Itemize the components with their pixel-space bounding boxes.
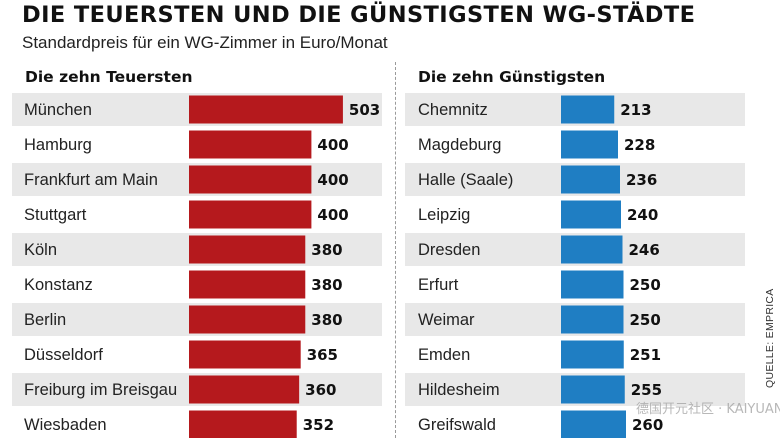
chart-title: DIE TEUERSTEN UND DIE GÜNSTIGSTEN WG-STÄ… — [22, 2, 696, 28]
right-bar — [561, 200, 621, 229]
right-panel-title: Die zehn Günstigsten — [418, 68, 605, 86]
right-bar — [561, 375, 625, 404]
right-category-label: Magdeburg — [418, 136, 501, 154]
right-bar — [561, 410, 626, 438]
left-value-label: 380 — [311, 241, 342, 259]
left-bar — [189, 235, 306, 264]
left-value-label: 400 — [317, 136, 348, 154]
left-category-label: Hamburg — [24, 136, 92, 154]
right-value-label: 228 — [624, 136, 655, 154]
left-category-label: Wiesbaden — [24, 416, 107, 434]
right-value-label: 250 — [630, 276, 661, 294]
left-category-label: Köln — [24, 241, 57, 259]
right-category-label: Weimar — [418, 311, 475, 329]
right-category-label: Dresden — [418, 241, 480, 259]
left-category-label: Freiburg im Breisgau — [24, 381, 177, 399]
right-bar — [561, 165, 620, 194]
left-bar — [189, 165, 312, 194]
chart-subtitle: Standardpreis für ein WG-Zimmer in Euro/… — [22, 33, 388, 52]
right-category-label: Leipzig — [418, 206, 470, 224]
right-category-label: Chemnitz — [418, 101, 488, 119]
left-bar — [189, 340, 301, 369]
right-category-label: Halle (Saale) — [418, 171, 513, 189]
right-category-label: Erfurt — [418, 276, 459, 294]
left-bar — [189, 305, 306, 334]
left-value-label: 352 — [303, 416, 334, 434]
right-value-label: 240 — [627, 206, 658, 224]
left-value-label: 400 — [317, 206, 348, 224]
right-value-label: 260 — [632, 416, 663, 434]
left-bar — [189, 200, 312, 229]
right-value-label: 246 — [629, 241, 660, 259]
right-value-label: 250 — [630, 311, 661, 329]
right-value-label: 213 — [620, 101, 651, 119]
source-credit: QUELLE: EMPRICA — [764, 288, 776, 388]
right-category-label: Emden — [418, 346, 470, 364]
right-bar — [561, 95, 615, 124]
left-value-label: 365 — [307, 346, 338, 364]
left-value-label: 503 — [349, 101, 380, 119]
left-value-label: 380 — [311, 276, 342, 294]
right-value-label: 251 — [630, 346, 661, 364]
left-category-label: München — [24, 101, 92, 119]
left-bar — [189, 130, 312, 159]
left-category-label: Stuttgart — [24, 206, 87, 224]
left-bar — [189, 375, 300, 404]
left-bar — [189, 410, 297, 438]
right-bar — [561, 340, 624, 369]
left-value-label: 360 — [305, 381, 336, 399]
right-bar — [561, 130, 618, 159]
left-bar — [189, 270, 306, 299]
left-value-label: 380 — [311, 311, 342, 329]
left-value-label: 400 — [317, 171, 348, 189]
left-category-label: Düsseldorf — [24, 346, 103, 364]
right-category-label: Greifswald — [418, 416, 496, 434]
right-bar — [561, 305, 624, 334]
right-bar — [561, 235, 623, 264]
panel-divider — [395, 62, 396, 438]
right-value-label: 255 — [631, 381, 662, 399]
right-category-label: Hildesheim — [418, 381, 500, 399]
right-bar — [561, 270, 624, 299]
watermark: 德国开元社区 · KAIYUAN.DE — [636, 402, 780, 417]
left-panel-title: Die zehn Teuersten — [25, 68, 193, 86]
left-category-label: Frankfurt am Main — [24, 171, 158, 189]
left-category-label: Berlin — [24, 311, 66, 329]
left-category-label: Konstanz — [24, 276, 93, 294]
left-bar — [189, 95, 343, 124]
right-value-label: 236 — [626, 171, 657, 189]
